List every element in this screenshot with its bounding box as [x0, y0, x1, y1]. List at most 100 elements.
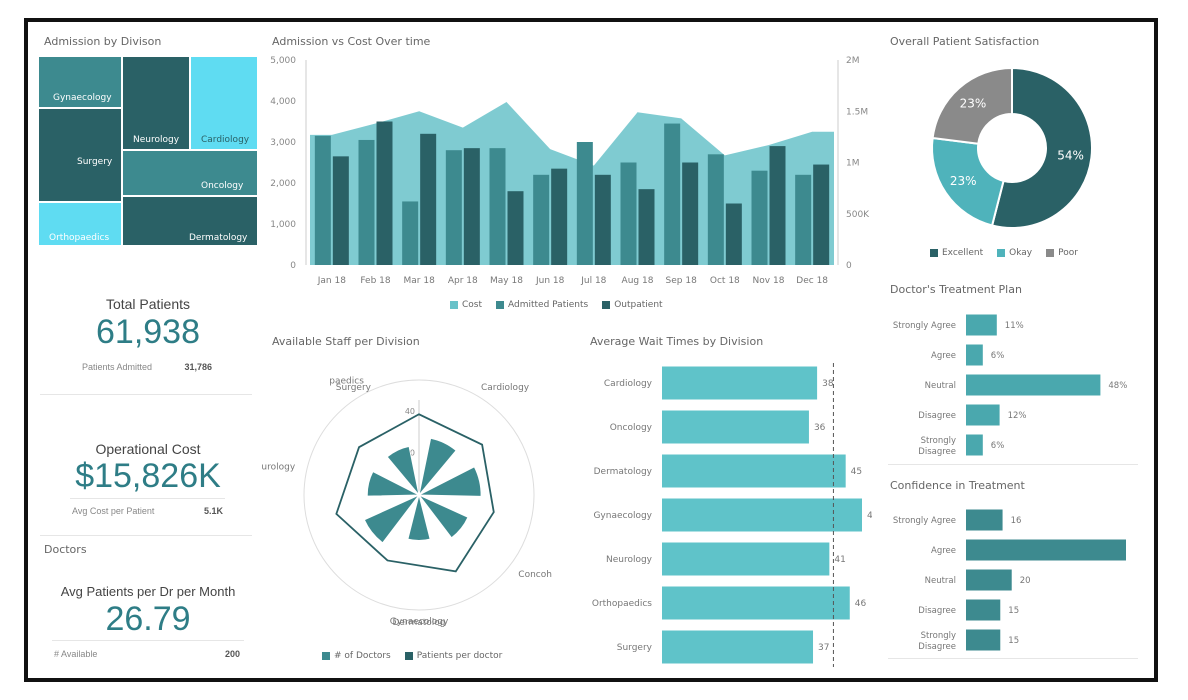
admitted-bar [795, 174, 812, 265]
admitted-bar [664, 123, 681, 265]
value-label: 38 [822, 379, 834, 389]
donut-label: 54% [1057, 148, 1084, 162]
bar [966, 434, 983, 456]
bar [662, 410, 809, 444]
bar [966, 599, 1001, 621]
y2-tick-label: 1.5M [846, 107, 868, 117]
y-tick-label: 3,000 [270, 138, 296, 148]
bar [662, 542, 830, 576]
outpatient-bar [463, 148, 480, 265]
available-label: # Available [54, 649, 98, 659]
doctors-section-title: Doctors [44, 543, 87, 556]
y-tick-label: 0 [290, 261, 296, 271]
treatment-plan-title: Doctor's Treatment Plan [890, 283, 1022, 296]
radar-doctors-petal [418, 466, 482, 497]
treemap-label: Dermatology [189, 233, 248, 243]
available-value: 200 [224, 649, 240, 659]
treemap-cell: Orthopaedics [38, 202, 122, 246]
category-label: Disagree [918, 411, 956, 421]
category-label: Neurology [606, 555, 653, 565]
treemap-label: Neurology [133, 135, 180, 145]
category-label: Strongly Agree [893, 321, 956, 331]
satisfaction-donut: 54% 23% 23% [931, 66, 1093, 229]
x-tick-label: Feb 18 [360, 276, 391, 286]
admitted-bar [751, 170, 768, 265]
radar-title: Available Staff per Division [272, 335, 420, 348]
value-label: 48% [1108, 381, 1127, 391]
category-label: Strongly Agree [893, 516, 956, 526]
radar-axis-label: Gynaecology [390, 617, 449, 627]
divider [40, 394, 252, 395]
category-label: Orthopaedics [592, 599, 652, 609]
radar-doctors-petal [363, 494, 420, 544]
donut-title: Overall Patient Satisfaction [890, 35, 1040, 48]
x-tick-label: Mar 18 [404, 276, 436, 286]
donut-label: 23% [960, 97, 987, 111]
x-tick-label: Jan 18 [317, 276, 346, 286]
bar [966, 539, 1126, 561]
admitted-bar [445, 150, 462, 265]
outpatient-bar [420, 133, 437, 265]
treatment-plan-chart: Strongly Agree 11% Agree 6% Neutral 48% Disagr… [893, 314, 1127, 457]
category-label: Disagree [918, 606, 956, 616]
admitted-bar [707, 154, 724, 265]
y-tick-label: 1,000 [270, 220, 296, 230]
category-label: Dermatology [594, 467, 653, 477]
x-tick-label: Jun 18 [535, 276, 565, 286]
bar [662, 586, 850, 620]
outpatient-bar [682, 162, 699, 265]
value-label: 15 [1008, 606, 1019, 616]
donut-legend: Excellent Okay Poor [930, 248, 1078, 258]
radar-doctors-petal [407, 494, 431, 542]
patients-admitted-label: Patients Admitted [82, 362, 153, 372]
radar-axis-label: Concoh [518, 570, 552, 580]
admitted-bar [314, 135, 331, 265]
outpatient-bar [376, 121, 393, 265]
category-label: Disagree [918, 447, 956, 457]
bar [662, 498, 862, 532]
admitted-bar [576, 142, 593, 265]
value-label: 49 [867, 511, 872, 521]
confidence-title: Confidence in Treatment [890, 479, 1025, 492]
value-label: 6% [991, 351, 1005, 361]
staff-radar-chart: 4020SurgeryCardiologyConcohDermatologGyn… [262, 377, 552, 628]
category-label: Disagree [918, 642, 956, 652]
admitted-bar [358, 139, 375, 265]
value-label: 46 [855, 599, 867, 609]
category-label: Agree [931, 351, 956, 361]
category-label: Surgery [617, 643, 653, 653]
bar [966, 344, 983, 366]
x-tick-label: Jul 18 [580, 276, 606, 286]
operational-cost-value: $15,826K [75, 457, 221, 495]
legend-admitted: Admitted Patients [496, 300, 588, 310]
legend-patients-per-doctor: Patients per doctor [404, 651, 502, 661]
combo-legend: Cost Admitted Patients Outpatient [450, 300, 663, 310]
legend-excellent: Excellent [930, 248, 983, 258]
treemap-title: Admission by Divison [44, 35, 162, 48]
x-tick-label: Apr 18 [448, 276, 478, 286]
outpatient-bar [332, 156, 349, 265]
bar [966, 404, 1000, 426]
radar-axis-label: Neurology [262, 463, 296, 473]
y-tick-label: 2,000 [270, 179, 296, 189]
divider [70, 498, 225, 499]
treemap-label: Gynaecology [53, 93, 112, 103]
outpatient-bar [725, 203, 742, 265]
category-label: Neutral [925, 576, 956, 586]
admission-cost-chart: 0 1,000 2,000 3,000 4,000 5,000 0 500K 1M 1.5M 2M J… [270, 56, 870, 286]
radar-grid [303, 379, 535, 611]
value-label: 16 [1011, 516, 1022, 526]
radar-axis-label: Cardiology [481, 383, 530, 393]
category-label: Strongly [921, 436, 956, 446]
category-label: Agree [931, 546, 956, 556]
bar [662, 454, 846, 488]
legend-doctors: # of Doctors [322, 651, 391, 661]
avg-patients-value: 26.79 [105, 600, 191, 638]
category-label: Cardiology [604, 379, 653, 389]
value-label: 36 [814, 423, 826, 433]
divider [888, 658, 1138, 659]
admitted-bar [533, 174, 550, 265]
divider [888, 464, 1138, 465]
donut-slice [931, 136, 1005, 227]
outpatient-bar [551, 168, 568, 265]
